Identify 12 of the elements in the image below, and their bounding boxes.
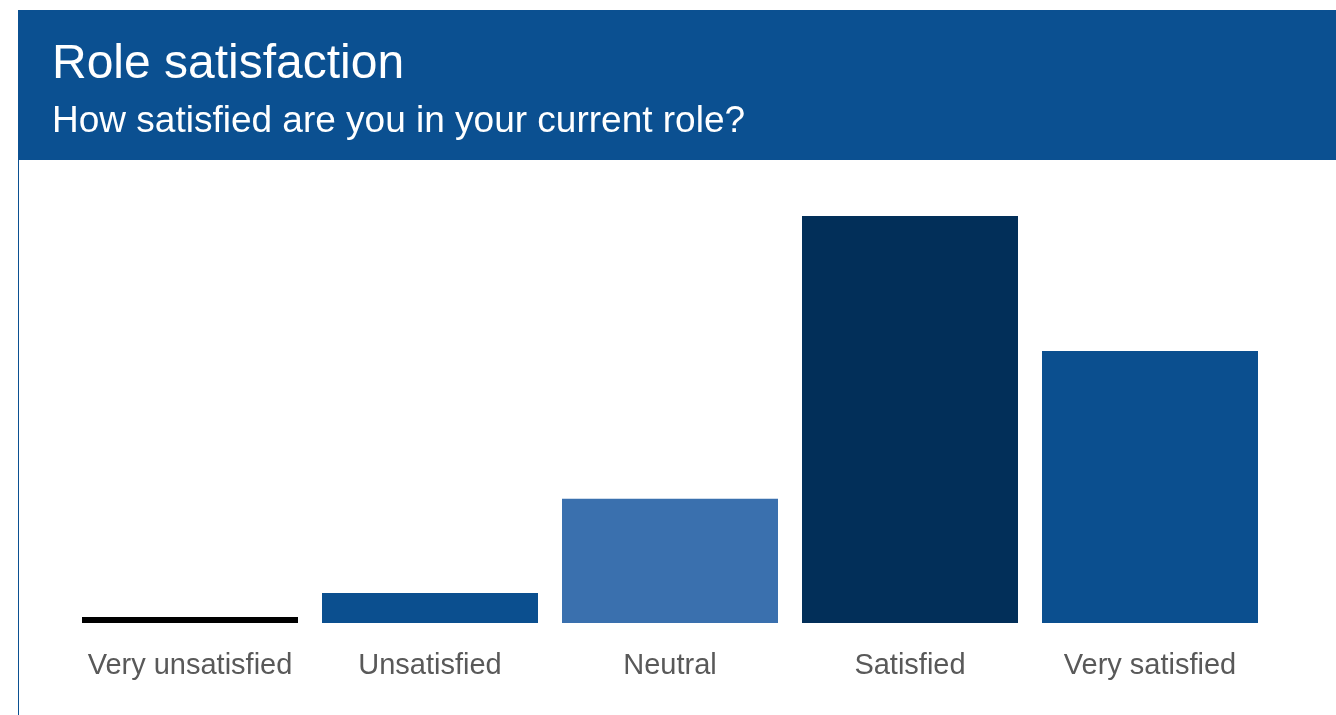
bar xyxy=(562,498,778,623)
bar xyxy=(82,616,298,623)
bar xyxy=(1042,351,1258,623)
x-tick-label: Neutral xyxy=(623,647,717,680)
x-tick-label: Very satisfied xyxy=(1063,647,1237,680)
bar xyxy=(322,592,538,623)
bar xyxy=(802,216,1018,623)
x-tick-label: Very unsatisfied xyxy=(87,647,293,680)
chart-subtitle: How satisfied are you in your current role? xyxy=(52,98,746,142)
chart-title: Role satisfaction xyxy=(52,34,405,90)
x-tick-label: Unsatisfied xyxy=(358,647,502,680)
x-tick-label: Satisfied xyxy=(854,647,966,680)
